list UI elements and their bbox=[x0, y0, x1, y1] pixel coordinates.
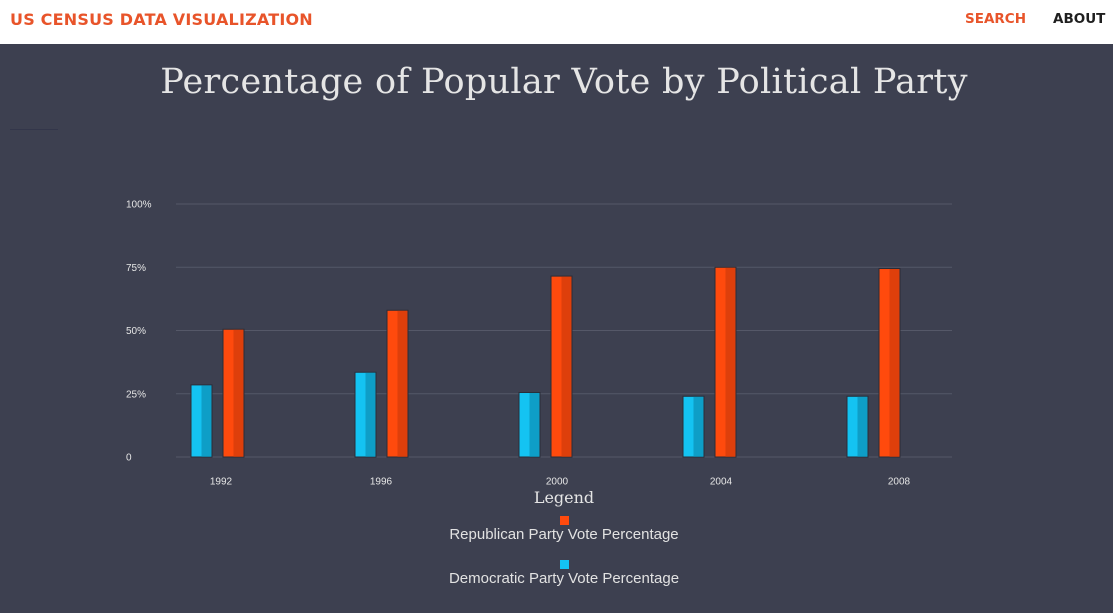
legend-swatch-democratic bbox=[560, 560, 569, 569]
nav-search-link[interactable]: SEARCH bbox=[965, 11, 1026, 27]
bar-democratic-shade bbox=[693, 396, 704, 457]
bar-democratic-shade bbox=[201, 385, 212, 457]
bar-democratic-1992 bbox=[190, 384, 213, 458]
bar-republican-shade bbox=[725, 267, 736, 457]
nav-about-link[interactable]: ABOUT bbox=[1053, 11, 1106, 27]
y-tick-label: 25% bbox=[126, 389, 146, 400]
bar-democratic-shade bbox=[529, 392, 540, 457]
bar-democratic-2000 bbox=[518, 391, 541, 458]
bar-republican-shade bbox=[397, 310, 408, 457]
title-divider bbox=[10, 129, 58, 130]
y-tick-label: 75% bbox=[126, 263, 146, 274]
legend-label-republican: Republican Party Vote Percentage bbox=[449, 526, 679, 543]
bar-republican-2000 bbox=[550, 275, 573, 458]
x-tick-label: 1992 bbox=[210, 477, 233, 488]
bar-republican-2008 bbox=[878, 268, 901, 458]
bar-republican-shade bbox=[561, 276, 572, 457]
bar-republican-1992 bbox=[222, 328, 245, 458]
top-navbar: US CENSUS DATA VISUALIZATION SEARCH ABOU… bbox=[0, 0, 1113, 44]
x-tick-label: 2008 bbox=[888, 477, 911, 488]
bar-republican-2004 bbox=[714, 266, 737, 458]
y-tick-label: 50% bbox=[126, 326, 146, 337]
legend-title: Legend bbox=[533, 488, 595, 507]
x-tick-label: 2004 bbox=[710, 477, 733, 488]
legend-swatch-republican bbox=[560, 516, 569, 525]
bar-republican-shade bbox=[233, 329, 244, 457]
x-tick-label: 2000 bbox=[546, 477, 569, 488]
brand-link[interactable]: US CENSUS DATA VISUALIZATION bbox=[10, 10, 313, 29]
bar-democratic-2004 bbox=[682, 395, 705, 458]
legend-label-democratic: Democratic Party Vote Percentage bbox=[448, 570, 680, 587]
bar-democratic-2008 bbox=[846, 395, 869, 458]
bar-democratic-shade bbox=[857, 396, 868, 457]
x-tick-label: 1996 bbox=[370, 477, 393, 488]
bar-democratic-shade bbox=[365, 372, 376, 457]
bar-republican-shade bbox=[889, 269, 900, 457]
chart-title: Percentage of Popular Vote by Political … bbox=[160, 62, 968, 102]
y-tick-label: 0 bbox=[126, 453, 132, 464]
y-tick-label: 100% bbox=[126, 200, 152, 211]
bar-republican-1996 bbox=[386, 309, 409, 458]
bar-democratic-1996 bbox=[354, 371, 377, 458]
